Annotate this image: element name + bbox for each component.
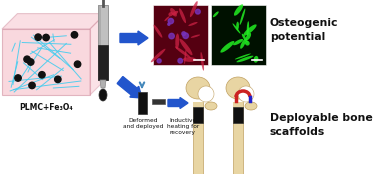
Ellipse shape: [99, 89, 107, 101]
Bar: [211, 5, 266, 65]
Ellipse shape: [254, 56, 259, 63]
Ellipse shape: [170, 8, 177, 17]
Ellipse shape: [164, 16, 170, 21]
Circle shape: [168, 18, 174, 24]
FancyArrow shape: [120, 31, 148, 45]
Ellipse shape: [186, 77, 210, 99]
Ellipse shape: [184, 49, 186, 64]
Ellipse shape: [151, 49, 166, 62]
Ellipse shape: [175, 46, 191, 58]
Polygon shape: [100, 80, 106, 88]
Circle shape: [195, 9, 200, 14]
Circle shape: [169, 33, 174, 39]
Ellipse shape: [205, 102, 217, 110]
Bar: [233, 102, 243, 174]
Text: Deployable bone
scaffolds: Deployable bone scaffolds: [270, 113, 373, 137]
Ellipse shape: [243, 24, 257, 36]
Ellipse shape: [233, 39, 243, 45]
Ellipse shape: [175, 34, 179, 49]
Ellipse shape: [245, 102, 257, 110]
Ellipse shape: [153, 25, 163, 38]
Ellipse shape: [247, 21, 249, 36]
Polygon shape: [2, 29, 90, 95]
Ellipse shape: [226, 77, 250, 99]
Circle shape: [29, 82, 35, 89]
Ellipse shape: [235, 54, 251, 60]
Ellipse shape: [179, 8, 186, 23]
Circle shape: [168, 23, 170, 25]
Bar: [152, 99, 165, 104]
Bar: [138, 92, 147, 114]
Ellipse shape: [232, 23, 240, 34]
Bar: [233, 102, 243, 108]
Circle shape: [28, 59, 34, 65]
Bar: [193, 102, 203, 174]
Circle shape: [182, 32, 186, 35]
Bar: [98, 5, 108, 80]
Bar: [98, 45, 108, 80]
Ellipse shape: [240, 39, 246, 49]
Ellipse shape: [236, 22, 239, 30]
Circle shape: [183, 33, 189, 38]
Circle shape: [238, 86, 254, 102]
Ellipse shape: [234, 4, 243, 16]
Ellipse shape: [220, 41, 234, 53]
Ellipse shape: [191, 34, 200, 38]
Circle shape: [15, 75, 21, 81]
Ellipse shape: [169, 12, 173, 16]
Text: Osteogenic
potential: Osteogenic potential: [270, 18, 339, 42]
Circle shape: [71, 32, 77, 38]
Circle shape: [24, 56, 30, 62]
Ellipse shape: [236, 56, 254, 62]
Ellipse shape: [172, 11, 178, 15]
Ellipse shape: [200, 52, 204, 71]
Circle shape: [39, 72, 45, 78]
Ellipse shape: [188, 22, 198, 26]
Ellipse shape: [245, 41, 250, 46]
Text: PLMC+Fe₃O₄: PLMC+Fe₃O₄: [19, 103, 73, 112]
Polygon shape: [90, 14, 105, 95]
FancyArrow shape: [117, 77, 142, 98]
Ellipse shape: [213, 11, 219, 17]
Circle shape: [43, 34, 49, 41]
Ellipse shape: [180, 39, 192, 55]
Text: Inductive
heating for
recovery: Inductive heating for recovery: [167, 118, 199, 135]
FancyArrow shape: [168, 97, 188, 109]
Bar: [153, 5, 208, 65]
Ellipse shape: [246, 33, 251, 40]
Bar: [193, 102, 203, 108]
Bar: [193, 107, 203, 123]
Polygon shape: [2, 14, 105, 29]
Circle shape: [157, 59, 161, 63]
Circle shape: [35, 34, 41, 40]
Circle shape: [74, 61, 81, 67]
Ellipse shape: [240, 9, 245, 25]
Circle shape: [178, 58, 183, 63]
Ellipse shape: [183, 57, 196, 62]
Circle shape: [55, 76, 61, 83]
Bar: [98, 5, 101, 80]
Circle shape: [198, 86, 214, 102]
Bar: [233, 107, 243, 123]
Text: Deformed
and deployed: Deformed and deployed: [123, 118, 163, 129]
Ellipse shape: [190, 1, 198, 17]
Ellipse shape: [242, 34, 248, 42]
